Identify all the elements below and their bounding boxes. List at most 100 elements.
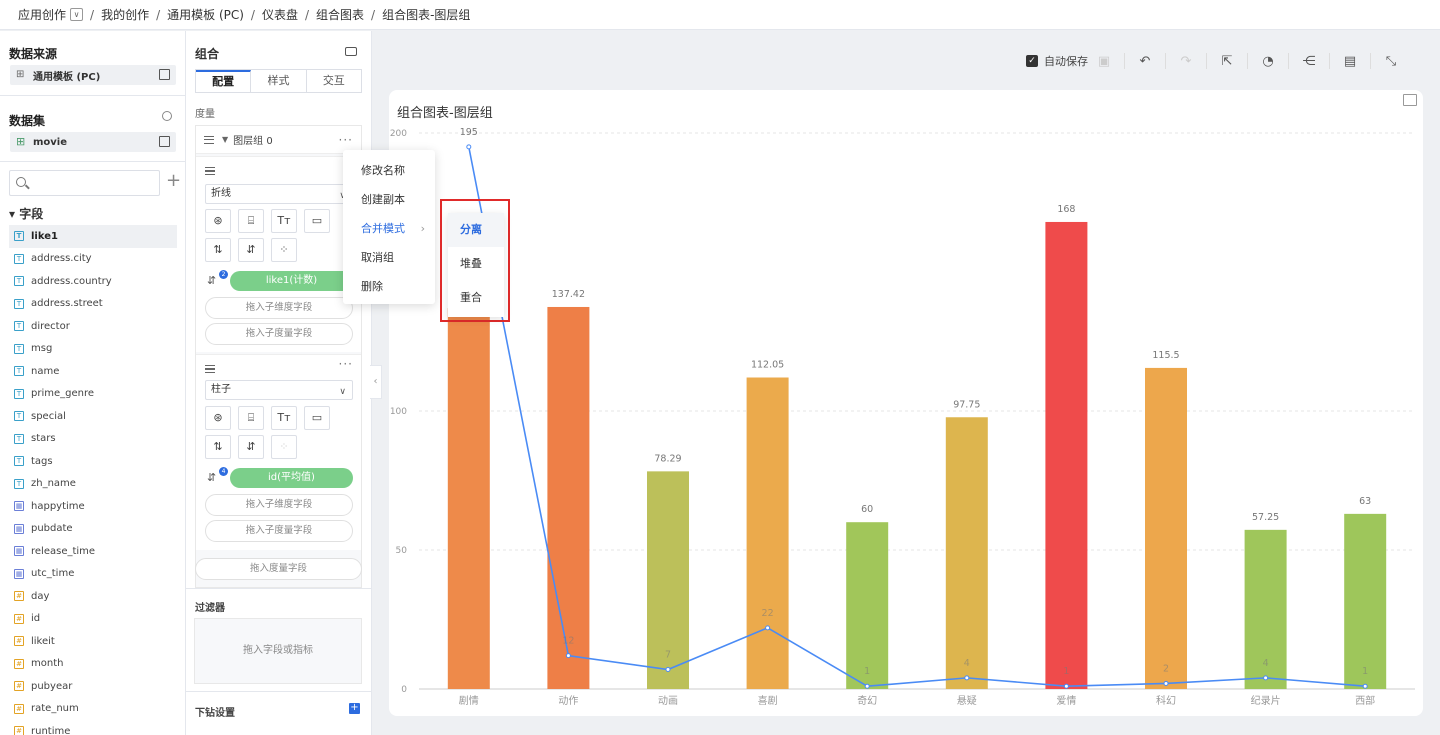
merge-stack[interactable]: 堆叠 [460,257,482,270]
tooltip-icon[interactable]: ▭ [304,209,330,233]
line-value-label: 7 [665,650,671,661]
measure-pill-like1[interactable]: like1(计数) [230,271,353,291]
field-item-id[interactable]: # id [0,608,185,631]
search-icon[interactable] [162,111,172,121]
exit-fullscreen-icon[interactable]: ⤡ [1385,53,1397,69]
measure-pill-id[interactable]: id(平均值) [230,468,353,488]
layer-line: 折线∨ ⊛ ⌸ Tт ▭ ⇅ ⇵ ⁘ ⇵ 2 like1(计数) 拖入子维度字段… [196,156,361,352]
bar-value-label: 115.5 [1152,350,1179,361]
field-item-pubdate[interactable]: ▦ pubdate [0,518,185,541]
collapse-panel-button[interactable]: ‹ [370,365,382,399]
tab-interaction[interactable]: 交互 [322,74,345,87]
drag-handle-icon[interactable] [205,167,215,175]
line-value-label: 2 [1163,663,1169,674]
bar-value-label: 97.75 [953,399,980,410]
preview-icon[interactable]: ◔ [1262,53,1274,69]
breadcrumb-my-creation[interactable]: 我的创作 [101,8,150,22]
field-item-month[interactable]: # month [0,653,185,676]
data-source-item[interactable]: ⊞ 通用模板 (PC) [10,65,176,85]
field-item-rate_num[interactable]: # rate_num [0,698,185,721]
export-icon[interactable]: ⇱ [1221,53,1233,69]
drop-measure-field[interactable]: 拖入度量字段 [195,558,362,580]
detail-icon[interactable]: ⁘ [271,238,297,262]
breadcrumb-dashboard[interactable]: 仪表盘 [261,8,298,22]
merge-separate[interactable]: 分离 [448,213,504,247]
drop-sub-dimension[interactable]: 拖入子维度字段 [205,494,353,516]
breadcrumb-template[interactable]: 通用模板 (PC) [167,8,244,22]
autosave-checkbox[interactable]: ✓ [1026,55,1038,67]
drop-sub-dimension[interactable]: 拖入子维度字段 [205,297,353,319]
menu-duplicate[interactable]: 创建副本 [361,193,405,206]
size-icon[interactable]: ⌸ [238,406,264,430]
add-field-button[interactable]: + [166,170,182,191]
tab-style[interactable]: 样式 [251,70,307,92]
chevron-down-icon[interactable]: ∨ [70,8,84,21]
drag-handle-icon[interactable] [204,135,214,144]
tooltip-icon[interactable]: ▭ [304,406,330,430]
field-item-happytime[interactable]: ▦ happytime [0,495,185,518]
more-icon[interactable]: ··· [338,357,353,371]
camera-icon[interactable] [345,47,357,56]
bar [1244,529,1287,689]
console-icon[interactable]: ▤ [1343,53,1357,69]
breadcrumb-app-create[interactable]: 应用创作 [18,8,67,22]
field-name: zh_name [31,478,76,490]
add-drill-button[interactable]: + [349,702,360,714]
filter-drop-zone[interactable]: 拖入字段或指标 [194,618,362,684]
tab-config[interactable]: 配置 [196,70,252,92]
field-search-input[interactable] [9,170,160,196]
color-icon[interactable]: ⊛ [205,406,231,430]
drop-sub-measure[interactable]: 拖入子度量字段 [205,323,353,345]
caret-down-icon[interactable]: ▼ [222,135,229,144]
menu-ungroup[interactable]: 取消组 [361,251,394,264]
more-icon[interactable]: ··· [338,132,353,147]
menu-rename[interactable]: 修改名称 [361,164,405,177]
field-item-day[interactable]: # day [0,585,185,608]
y-axis-icon[interactable]: ⇵ [238,435,264,459]
chart-menu-icon[interactable] [1403,94,1417,106]
field-item-release_time[interactable]: ▦ release_time [0,540,185,563]
field-item-runtime[interactable]: # runtime [0,720,185,735]
share-icon[interactable]: ⋲ [1302,53,1316,69]
chart-type-select[interactable]: 折线∨ [205,184,353,204]
label-icon[interactable]: Tт [271,406,297,430]
dataset-item[interactable]: ⊞ movie [10,132,176,152]
breadcrumb-combo-chart[interactable]: 组合图表 [316,8,365,22]
x-axis-icon[interactable]: ⇅ [205,238,231,262]
field-item-utc_time[interactable]: ▦ utc_time [0,563,185,586]
line-point [1263,675,1269,681]
y-axis-icon[interactable]: ⇵ [238,238,264,262]
switch-source-icon[interactable] [159,69,170,80]
menu-delete[interactable]: 删除 [361,280,383,293]
x-axis-icon[interactable]: ⇅ [205,435,231,459]
chart-type-select[interactable]: 柱子 ∨ [205,380,353,400]
fields-header[interactable]: ▾ 字段 [9,207,44,221]
label-icon[interactable]: Tт [271,209,297,233]
switch-dataset-icon[interactable] [159,136,170,147]
drag-handle-icon[interactable] [205,365,215,373]
undo-icon[interactable]: ↶ [1139,53,1151,69]
chart-card[interactable]: 组合图表-图层组 0 50 100 200 137.42 78.29 112.05 60 97.… [389,90,1423,716]
number-field-icon: # [14,591,24,602]
field-item-pubyear[interactable]: # pubyear [0,675,185,698]
menu-merge-mode[interactable]: 合并模式 › [343,214,435,243]
config-panel: 组合 配置 样式 交互 度量 ▼ 图层组 0 ··· 折线∨ ⊛ ⌸ Tт ▭ … [186,31,372,735]
drop-sub-measure[interactable]: 拖入子度量字段 [205,520,353,542]
layer-group-header[interactable]: ▼ 图层组 0 ··· [196,126,361,154]
field-item-likeit[interactable]: # likeit [0,630,185,653]
merge-overlap[interactable]: 重合 [460,291,482,304]
size-icon[interactable]: ⌸ [238,209,264,233]
color-icon[interactable]: ⊛ [205,209,231,233]
